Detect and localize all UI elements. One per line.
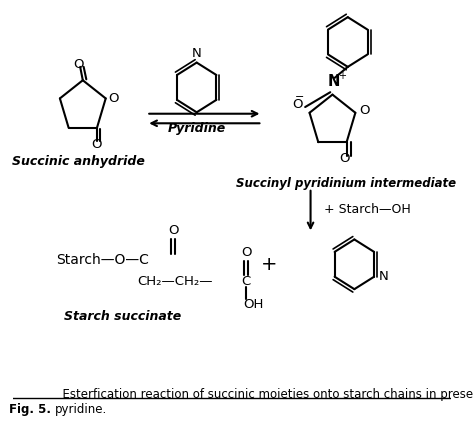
- Text: O: O: [168, 224, 178, 237]
- Text: O: O: [292, 98, 302, 111]
- Text: C: C: [241, 275, 251, 288]
- Text: N: N: [327, 74, 339, 89]
- Text: Succinic anhydride: Succinic anhydride: [12, 155, 145, 168]
- Text: O: O: [91, 138, 102, 151]
- Text: N: N: [379, 270, 389, 283]
- Text: CH₂—CH₂—: CH₂—CH₂—: [137, 275, 213, 288]
- Text: +: +: [261, 255, 277, 274]
- Text: +: +: [338, 71, 346, 81]
- Text: O: O: [339, 152, 350, 165]
- Text: + Starch—OH: + Starch—OH: [324, 203, 410, 216]
- Text: O: O: [73, 58, 84, 71]
- Text: Pyridine: Pyridine: [167, 122, 226, 135]
- Text: Fig. 5.: Fig. 5.: [9, 403, 52, 416]
- Text: O: O: [109, 92, 119, 105]
- Text: Starch succinate: Starch succinate: [64, 310, 181, 323]
- Text: N: N: [192, 46, 201, 59]
- Text: OH: OH: [244, 298, 264, 311]
- Text: O: O: [241, 246, 251, 259]
- Text: Starch—O—C: Starch—O—C: [56, 252, 149, 267]
- Text: O: O: [359, 104, 369, 117]
- Text: Esterfication reaction of succinic moieties onto starch chains in presence of
py: Esterfication reaction of succinic moiet…: [55, 388, 474, 416]
- Text: −: −: [295, 93, 305, 103]
- Text: Succinyl pyridinium intermediate: Succinyl pyridinium intermediate: [236, 177, 456, 190]
